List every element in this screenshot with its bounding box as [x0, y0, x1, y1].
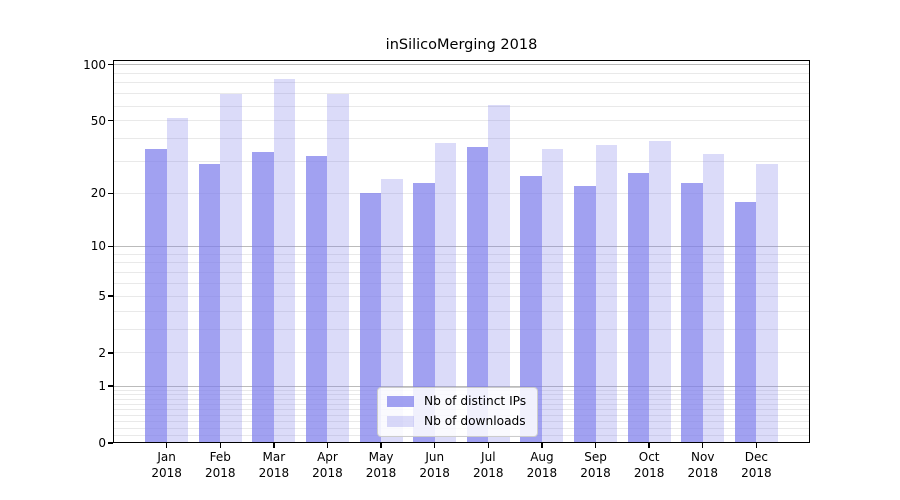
x-tick-mark — [755, 443, 758, 448]
y-tick-mark — [108, 385, 113, 387]
gridline-minor — [113, 272, 810, 274]
x-tick-mark — [594, 443, 597, 448]
x-tick-label: May 2018 — [365, 450, 397, 480]
y-tick-label: 5 — [98, 289, 106, 304]
bar-distinct-ips-aug — [520, 175, 542, 443]
y-tick-label: 1 — [98, 379, 106, 394]
x-tick-mark — [219, 443, 221, 448]
legend: Nb of distinct IPs Nb of downloads — [377, 387, 539, 437]
x-tick-label: Aug 2018 — [526, 450, 558, 480]
x-tick-label: Sep 2018 — [580, 450, 611, 480]
x-tick-label: Feb 2018 — [204, 450, 236, 480]
bar-distinct-ips-jan — [145, 149, 167, 443]
bar-distinct-ips-nov — [681, 182, 703, 443]
gridline-minor — [113, 82, 810, 84]
y-tick-label: 50 — [90, 113, 106, 128]
bar-distinct-ips-mar — [252, 151, 274, 443]
x-tick-mark — [702, 443, 704, 448]
y-tick-mark — [108, 442, 113, 444]
x-tick-mark — [541, 443, 543, 448]
y-tick-mark — [108, 64, 113, 66]
gridline-minor — [113, 120, 810, 122]
x-tick-mark — [648, 443, 650, 448]
bar-downloads-jun — [434, 142, 457, 443]
x-tick-label: Oct 2018 — [633, 450, 665, 480]
y-tick-mark — [108, 245, 113, 248]
gridline-minor — [113, 161, 810, 163]
x-tick-mark — [165, 443, 168, 448]
bar-downloads-aug — [541, 149, 564, 443]
legend-label-distinct-ips: Nb of distinct IPs — [424, 394, 527, 408]
x-tick-label: Mar 2018 — [258, 450, 290, 480]
bar-downloads-may — [381, 179, 403, 443]
gridline-minor — [113, 262, 810, 264]
bar-distinct-ips-may — [359, 193, 382, 443]
y-tick-label: 0 — [98, 436, 106, 450]
legend-entry-distinct-ips: Nb of distinct IPs — [387, 394, 526, 409]
x-tick-mark — [487, 443, 489, 448]
bar-distinct-ips-apr — [305, 156, 328, 443]
legend-label-downloads: Nb of downloads — [424, 414, 526, 428]
gridline-minor — [113, 352, 810, 354]
y-tick-label: 2 — [98, 345, 106, 360]
plot-area: Nb of distinct IPs Nb of downloads — [113, 60, 810, 443]
bar-downloads-dec — [756, 164, 778, 443]
x-tick-mark — [433, 443, 436, 448]
gridline-major — [113, 64, 810, 66]
x-tick-label: Nov 2018 — [687, 450, 719, 480]
x-tick-label: Jan 2018 — [151, 450, 182, 480]
bar-downloads-feb — [220, 93, 242, 443]
gridline-minor — [113, 328, 810, 330]
legend-swatch-distinct-ips — [387, 395, 414, 408]
y-tick-mark — [108, 192, 113, 195]
bar-distinct-ips-sep — [574, 186, 596, 443]
gridline-minor — [113, 93, 810, 95]
x-tick-mark — [380, 443, 382, 448]
bar-distinct-ips-dec — [734, 201, 757, 443]
gridline-minor — [113, 310, 810, 312]
y-tick-label: 10 — [90, 239, 106, 254]
legend-entry-downloads: Nb of downloads — [387, 414, 526, 429]
bar-distinct-ips-feb — [198, 164, 221, 443]
x-tick-label: Jun 2018 — [419, 450, 450, 480]
gridline-major — [113, 245, 810, 247]
chart-title: inSilicoMerging 2018 — [385, 37, 538, 53]
gridline-minor — [113, 253, 810, 255]
bar-downloads-mar — [273, 78, 296, 443]
bar-downloads-jul — [488, 104, 510, 443]
x-tick-mark — [326, 443, 329, 448]
y-tick-mark — [108, 352, 113, 354]
x-tick-label: Apr 2018 — [312, 450, 343, 480]
gridline-minor — [113, 283, 810, 284]
x-tick-mark — [273, 443, 275, 448]
bar-distinct-ips-oct — [627, 172, 650, 443]
gridline-major — [113, 385, 810, 387]
gridline-minor — [113, 105, 810, 107]
x-tick-label: Jul 2018 — [473, 450, 504, 480]
bar-downloads-nov — [702, 153, 725, 443]
bar-downloads-apr — [327, 93, 349, 443]
x-tick-label: Dec 2018 — [741, 450, 772, 480]
legend-swatch-downloads — [387, 415, 414, 428]
bar-distinct-ips-jul — [466, 147, 489, 443]
gridline-minor — [113, 192, 810, 194]
y-tick-label: 20 — [90, 186, 106, 201]
y-tick-label: 100 — [83, 57, 106, 72]
bar-downloads-jan — [166, 117, 189, 443]
bar-downloads-oct — [649, 140, 671, 443]
gridline-minor — [113, 295, 810, 297]
bar-downloads-sep — [595, 144, 618, 443]
bar-distinct-ips-jun — [413, 182, 435, 443]
y-tick-mark — [108, 120, 113, 122]
y-tick-mark — [108, 295, 113, 297]
gridline-minor — [113, 138, 810, 140]
gridline-minor — [113, 72, 810, 74]
